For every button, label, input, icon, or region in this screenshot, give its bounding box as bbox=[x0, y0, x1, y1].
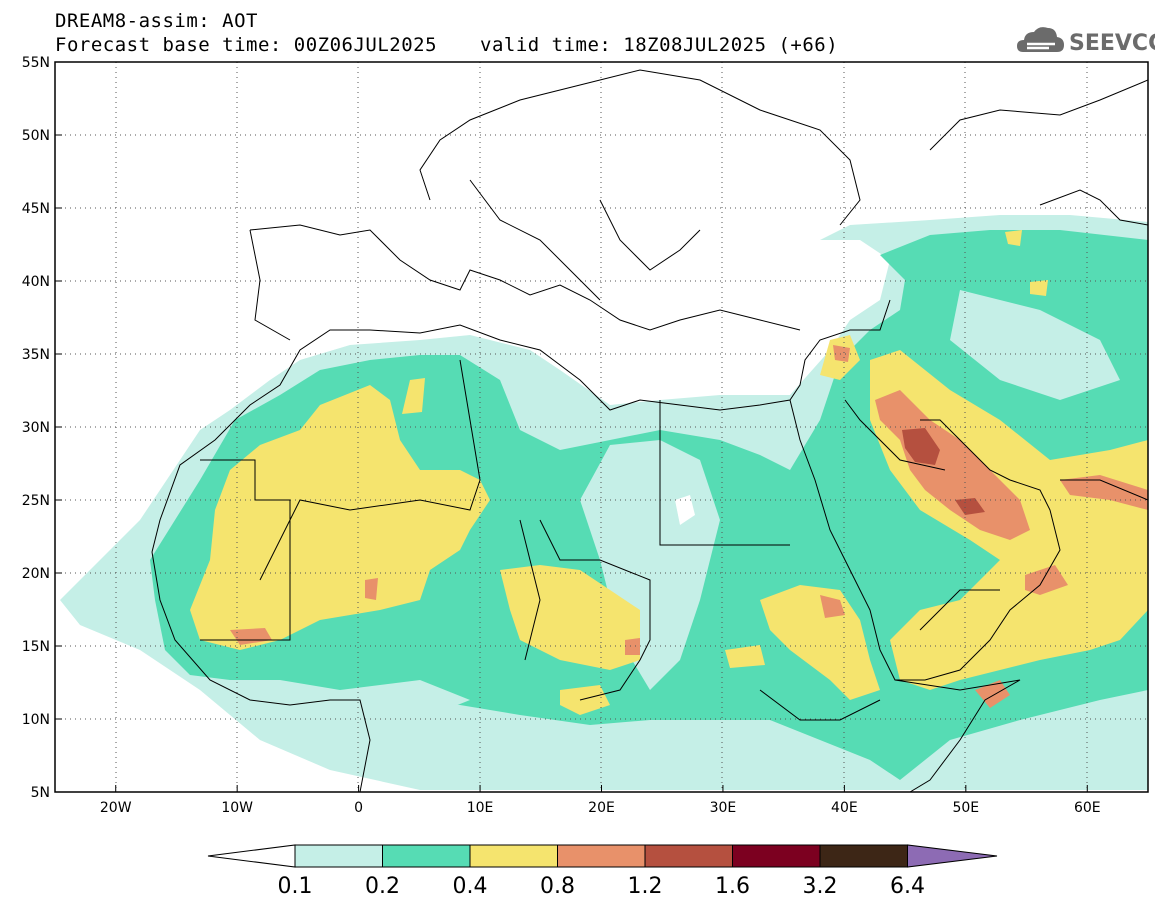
colorbar-label: 3.2 bbox=[803, 874, 838, 899]
colorbar-segment bbox=[469, 844, 558, 868]
colorbar-label: 1.2 bbox=[628, 874, 663, 899]
x-tick-label: 20E bbox=[588, 800, 615, 816]
y-tick-label: 25N bbox=[22, 493, 50, 509]
y-tick-label: 45N bbox=[22, 201, 50, 217]
x-tick-label: 60E bbox=[1074, 800, 1101, 816]
y-tick-label: 10N bbox=[22, 712, 50, 728]
y-tick-label: 55N bbox=[22, 55, 50, 71]
colorbar-segment bbox=[644, 844, 733, 868]
x-tick-label: 10W bbox=[221, 800, 253, 816]
y-tick-label: 40N bbox=[22, 274, 50, 290]
x-tick-label: 40E bbox=[831, 800, 858, 816]
colorbar-segment bbox=[819, 844, 908, 868]
colorbar-label: 0.4 bbox=[453, 874, 488, 899]
colorbar-lower-triangle bbox=[207, 844, 296, 868]
y-tick-label: 35N bbox=[22, 347, 50, 363]
y-tick-label: 50N bbox=[22, 128, 50, 144]
colorbar-segment bbox=[294, 844, 383, 868]
cloud-icon: SEEVCCC bbox=[1017, 27, 1165, 56]
colorbar-label: 0.1 bbox=[278, 874, 313, 899]
colorbar-label: 0.8 bbox=[540, 874, 575, 899]
colorbar-label: 1.6 bbox=[715, 874, 750, 899]
y-tick-label: 15N bbox=[22, 639, 50, 655]
map-title: DREAM8-assim: AOT bbox=[55, 10, 258, 32]
y-tick-label: 5N bbox=[31, 785, 50, 801]
colorbar-segment bbox=[557, 844, 646, 868]
colorbar-upper-triangle bbox=[907, 844, 998, 868]
aot-field bbox=[60, 215, 1148, 790]
colorbar: 0.1 0.2 0.4 0.8 1.2 1.6 3.2 6.4 bbox=[207, 844, 998, 899]
forecast-base-time: Forecast base time: 00Z06JUL2025 bbox=[55, 34, 438, 56]
x-tick-label: 20W bbox=[100, 800, 132, 816]
y-tick-label: 30N bbox=[22, 420, 50, 436]
valid-time: valid time: 18Z08JUL2025 (+66) bbox=[480, 34, 839, 56]
y-tick-label: 20N bbox=[22, 566, 50, 582]
x-tick-label: 50E bbox=[952, 800, 979, 816]
x-axis: 20W 10W 0 10E 20E 30E 40E 50E 60E bbox=[100, 785, 1101, 816]
x-tick-label: 0 bbox=[354, 800, 363, 816]
colorbar-segment bbox=[382, 844, 471, 868]
x-tick-label: 10E bbox=[467, 800, 494, 816]
x-tick-label: 30E bbox=[710, 800, 737, 816]
logo-text: SEEVCCC bbox=[1069, 31, 1155, 56]
colorbar-label: 0.2 bbox=[365, 874, 400, 899]
colorbar-segment bbox=[732, 844, 821, 868]
coastlines bbox=[151, 69, 1148, 792]
graticule bbox=[55, 62, 1148, 792]
seevccc-logo: SEEVCCC bbox=[1015, 20, 1165, 60]
y-axis: 5N 10N 15N 20N 25N 30N 35N 40N 45N 50N 55N bbox=[22, 55, 62, 801]
colorbar-label: 6.4 bbox=[890, 874, 925, 899]
